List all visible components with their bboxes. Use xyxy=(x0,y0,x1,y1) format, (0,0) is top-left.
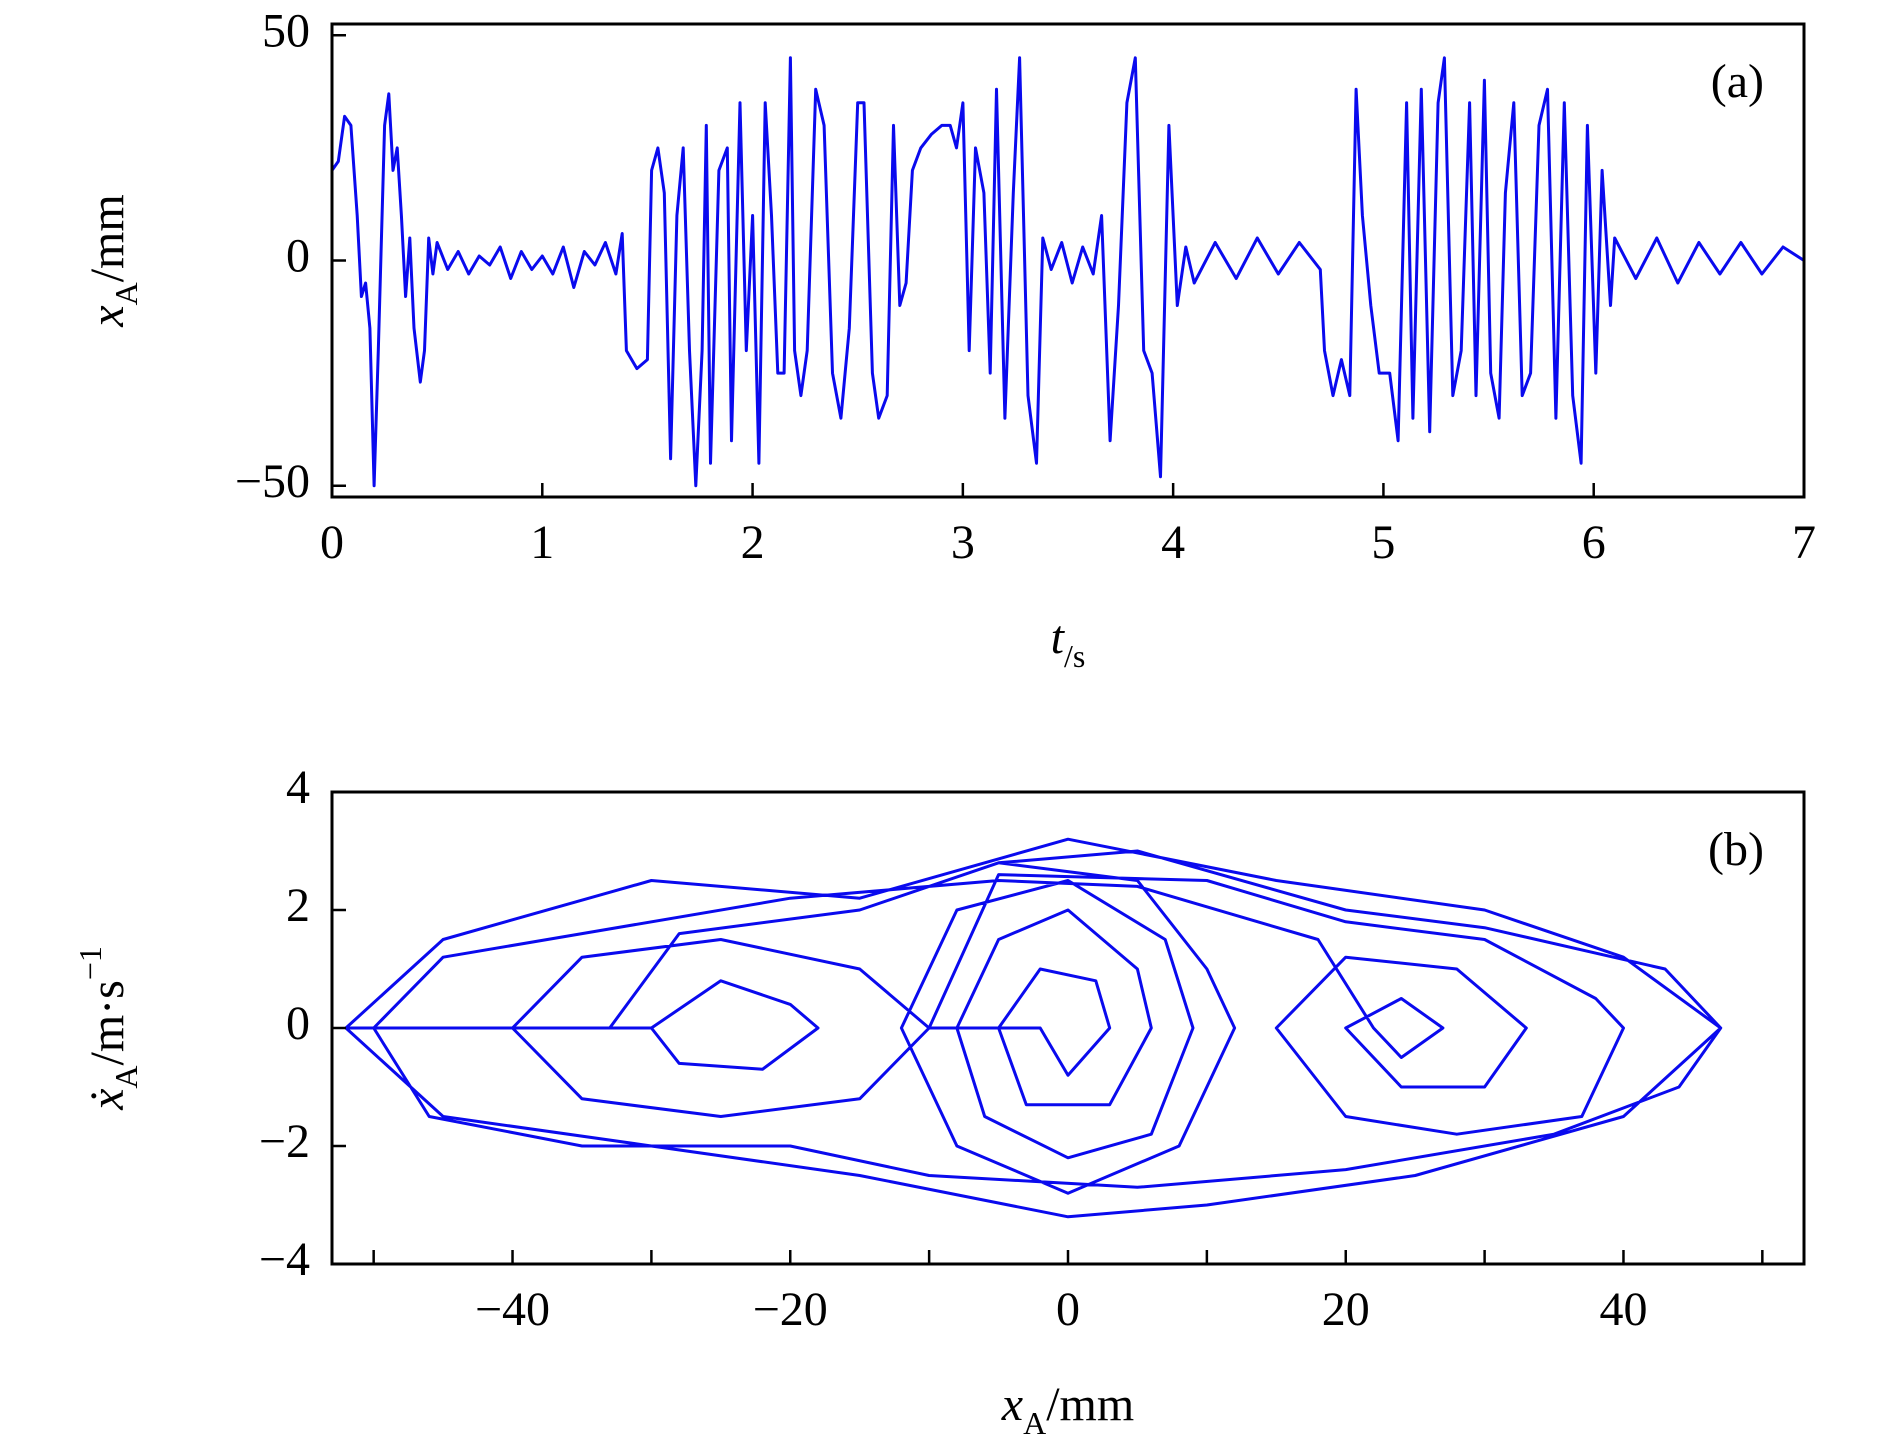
x-tick-label: 7 xyxy=(1792,516,1816,569)
y-tick-label: 0 xyxy=(286,230,310,283)
y-axis-label-part: /mm xyxy=(81,194,134,282)
y-axis-label-part: ẋ xyxy=(81,1088,134,1111)
y-tick-label: −50 xyxy=(235,455,310,508)
x-tick-label: −20 xyxy=(753,1283,828,1336)
y-tick-label: 2 xyxy=(286,879,310,932)
x-tick-label: 3 xyxy=(951,516,975,569)
x-tick-label: 0 xyxy=(320,516,344,569)
x-tick-label: −40 xyxy=(475,1283,550,1336)
y-axis-label-part: x xyxy=(81,305,134,327)
panel-label: (b) xyxy=(1708,823,1764,876)
data-line xyxy=(344,837,1723,1219)
x-axis-label-part: x xyxy=(1001,1378,1023,1431)
x-axis-label-part: /s xyxy=(1064,638,1085,674)
y-axis-label-part: −1 xyxy=(72,946,108,980)
y-tick-label: 50 xyxy=(262,4,310,57)
y-axis-label-part: /m·s xyxy=(81,980,134,1065)
y-tick-label: 0 xyxy=(286,997,310,1050)
y-axis-label-part: A xyxy=(108,282,144,305)
y-axis-label: ẋA/m·s−1 xyxy=(72,946,144,1111)
y-tick-label: 4 xyxy=(286,761,310,814)
x-tick-label: 20 xyxy=(1322,1283,1370,1336)
x-tick-label: 5 xyxy=(1371,516,1395,569)
x-axis-label-part: t xyxy=(1051,611,1066,664)
x-tick-label: 4 xyxy=(1161,516,1185,569)
x-tick-label: 6 xyxy=(1582,516,1606,569)
y-tick-label: −4 xyxy=(259,1233,310,1286)
y-axis-label-part: A xyxy=(108,1065,144,1088)
x-tick-label: 1 xyxy=(530,516,554,569)
x-tick-label: 40 xyxy=(1599,1283,1647,1336)
y-axis-label: xA/mm xyxy=(81,194,144,327)
data-line xyxy=(330,56,1805,488)
panel-label: (a) xyxy=(1711,55,1764,108)
x-axis-label: xA/mm xyxy=(1001,1378,1134,1441)
y-tick-label: −2 xyxy=(259,1115,310,1168)
x-axis-label-part: A xyxy=(1023,1405,1046,1441)
x-axis-label-part: /mm xyxy=(1046,1378,1134,1431)
x-tick-label: 0 xyxy=(1056,1283,1080,1336)
x-tick-label: 2 xyxy=(741,516,765,569)
x-axis-label: t/s xyxy=(1051,611,1086,674)
